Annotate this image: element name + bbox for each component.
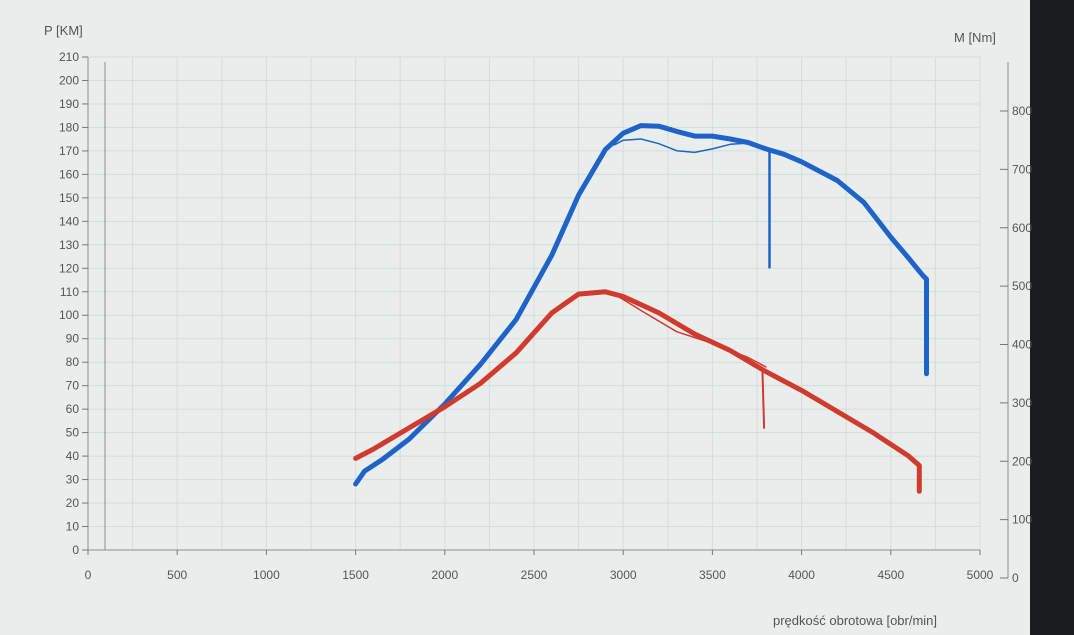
left-tick-label: 150	[59, 191, 79, 205]
left-tick-label: 50	[66, 426, 80, 440]
x-tick-label: 3500	[699, 568, 726, 582]
power-curve	[761, 368, 766, 429]
left-tick-label: 140	[59, 214, 79, 228]
right-tick-label: 600	[1012, 221, 1032, 235]
right-tick-label: 300	[1012, 396, 1032, 410]
x-tick-label: 500	[167, 568, 187, 582]
right-tick-label: 800	[1012, 104, 1032, 118]
ticks: 0 10 20 30 40 50 60 70 80 90 100 110 120 130 140 150 160…	[59, 50, 1032, 585]
right-tick-label: 700	[1012, 162, 1032, 176]
grid	[87, 56, 981, 551]
x-tick-label: 3000	[610, 568, 637, 582]
x-axis-title: prędkość obrotowa [obr/min]	[773, 613, 937, 628]
x-tick-label: 0	[85, 568, 92, 582]
left-tick-label: 10	[66, 520, 80, 534]
right-tick-label: 0	[1012, 571, 1019, 585]
x-tick-label: 4000	[788, 568, 815, 582]
left-tick-label: 110	[60, 285, 79, 299]
left-tick-label: 0	[72, 543, 79, 557]
right-axis-title: M [Nm]	[954, 30, 996, 45]
left-tick-label: 80	[66, 355, 80, 369]
left-tick-label: 120	[59, 261, 79, 275]
right-tick-label: 400	[1012, 338, 1032, 352]
right-tick-label: 500	[1012, 279, 1032, 293]
series-group	[353, 123, 929, 494]
right-tick-label: 200	[1012, 454, 1032, 468]
power-curve	[613, 293, 767, 368]
x-tick-label: 5000	[967, 568, 994, 582]
x-tick-label: 1500	[342, 568, 369, 582]
monitor-bezel	[1030, 0, 1074, 635]
left-tick-label: 190	[59, 97, 79, 111]
power-curve	[353, 289, 922, 494]
torque-curve	[613, 138, 749, 154]
left-tick-label: 100	[59, 308, 79, 322]
left-tick-label: 90	[66, 332, 80, 346]
left-tick-label: 170	[59, 144, 79, 158]
left-tick-label: 180	[59, 120, 79, 134]
left-tick-label: 30	[66, 473, 80, 487]
x-tick-label: 2000	[431, 568, 458, 582]
left-tick-label: 20	[66, 496, 80, 510]
x-tick-label: 4500	[877, 568, 904, 582]
right-tick-label: 100	[1012, 513, 1032, 527]
left-tick-label: 40	[66, 449, 80, 463]
left-tick-label: 70	[66, 379, 80, 393]
left-axis-title: P [KM]	[44, 23, 83, 38]
left-tick-label: 60	[66, 402, 80, 416]
torque-curve	[353, 123, 929, 487]
x-tick-label: 2500	[521, 568, 548, 582]
left-tick-label: 160	[59, 167, 79, 181]
x-tick-label: 1000	[253, 568, 280, 582]
left-tick-label: 200	[59, 73, 79, 87]
left-tick-label: 210	[59, 50, 79, 64]
left-tick-label: 130	[59, 238, 79, 252]
